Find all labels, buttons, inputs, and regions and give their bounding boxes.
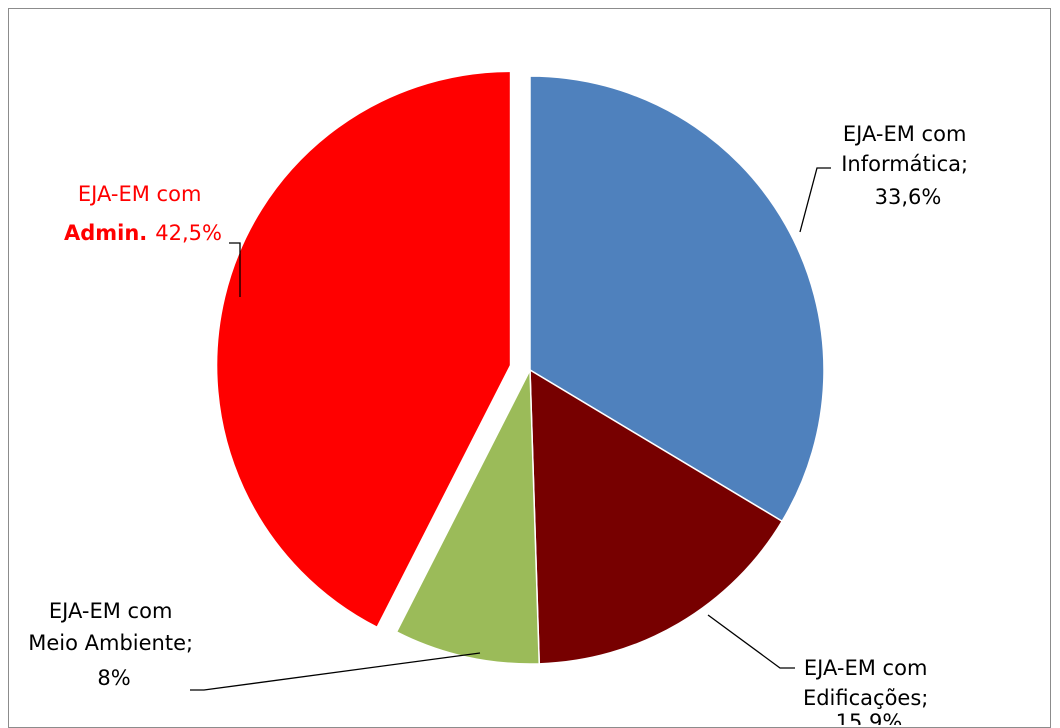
label-informatica-value: 33,6%: [875, 185, 942, 209]
label-meio-ambiente: EJA-EM com Meio Ambiente; 8%: [28, 599, 200, 690]
label-informatica: EJA-EM com Informática; 33,6%: [841, 122, 975, 209]
label-meio-ambiente-value: 8%: [97, 666, 130, 690]
label-informatica-line1: EJA-EM com: [843, 122, 967, 146]
leader-lines: [190, 167, 831, 691]
label-informatica-line2: Informática;: [841, 152, 968, 176]
label-edificacoes-value: 15,9%: [836, 710, 903, 725]
pie-slice-admin-: [215, 70, 512, 629]
leader-edificacoes: [707, 614, 795, 669]
label-admin: EJA-EM com Admin. 42,5%: [64, 182, 222, 245]
label-meio-ambiente-line2: Meio Ambiente;: [28, 631, 193, 655]
label-admin-value: 42,5%: [155, 221, 222, 245]
pie-slice-meio-ambiente: [395, 369, 541, 665]
leader-informatica: [799, 167, 831, 233]
label-admin-line1: EJA-EM com: [78, 182, 202, 206]
label-edificacoes-line1: EJA-EM com: [804, 656, 928, 680]
pie-slices: [215, 70, 825, 665]
pie-slice-inform-tica: [529, 75, 825, 523]
leader-admin: [229, 242, 241, 297]
leader-meio-ambiente: [190, 652, 481, 691]
label-edificacoes: EJA-EM com Edificações; 15,9%: [803, 656, 935, 725]
label-meio-ambiente-line1: EJA-EM com: [49, 599, 173, 623]
label-admin-line2: Admin.: [64, 221, 147, 245]
pie-slice-edifica-es: [529, 368, 784, 665]
label-edificacoes-line2: Edificações;: [803, 686, 928, 710]
